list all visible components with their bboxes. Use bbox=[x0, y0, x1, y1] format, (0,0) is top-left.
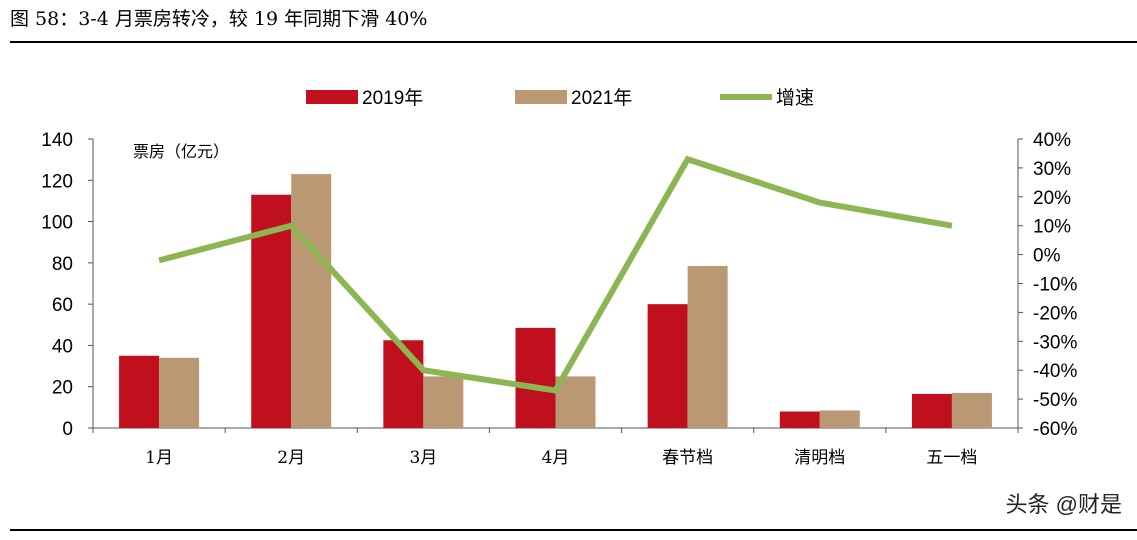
right-tick-label: -40% bbox=[1033, 361, 1077, 382]
left-tick-label: 100 bbox=[41, 213, 73, 234]
bar-2021 bbox=[820, 410, 860, 428]
left-tick-label: 60 bbox=[52, 295, 73, 316]
x-tick-label: 3月 bbox=[409, 448, 437, 468]
legend-swatch-0 bbox=[306, 90, 358, 104]
bar-2019 bbox=[780, 411, 820, 428]
x-tick-label: 4月 bbox=[542, 448, 570, 468]
legend-swatch-1 bbox=[515, 90, 567, 104]
left-tick-label: 120 bbox=[41, 171, 73, 192]
bar-2021 bbox=[688, 266, 728, 428]
bar-2019 bbox=[648, 304, 688, 428]
left-tick-label: 0 bbox=[62, 419, 73, 440]
x-tick-label: 春节档 bbox=[662, 448, 713, 468]
legend-label: 2021年 bbox=[571, 87, 632, 109]
bar-2021 bbox=[159, 358, 199, 428]
bar-2021 bbox=[952, 393, 992, 428]
x-tick-label: 五一档 bbox=[926, 448, 977, 468]
right-tick-label: 40% bbox=[1033, 130, 1071, 151]
legend-label: 2019年 bbox=[362, 87, 423, 109]
x-tick-label: 1月 bbox=[145, 448, 173, 468]
bar-2019 bbox=[912, 394, 952, 428]
bar-2021 bbox=[291, 174, 331, 428]
watermark: 头条 @财是 bbox=[1006, 492, 1122, 517]
bar-2019 bbox=[119, 356, 159, 428]
left-tick-label: 80 bbox=[52, 254, 73, 275]
x-tick-label: 清明档 bbox=[794, 448, 845, 468]
right-tick-label: -20% bbox=[1033, 303, 1077, 324]
right-tick-label: 30% bbox=[1033, 159, 1071, 180]
left-tick-label: 20 bbox=[52, 378, 73, 399]
legend-label: 增速 bbox=[776, 87, 814, 109]
right-tick-label: 0% bbox=[1033, 246, 1061, 267]
right-tick-label: -60% bbox=[1033, 419, 1077, 440]
right-tick-label: -30% bbox=[1033, 332, 1077, 353]
plot-area: 0 20 40 60 80 100 120 140 -60% -50% -40% -30% -20% -1… bbox=[41, 130, 1077, 468]
bar-2019 bbox=[383, 340, 423, 428]
left-tick-label: 140 bbox=[41, 130, 73, 151]
right-tick-label: 20% bbox=[1033, 188, 1071, 209]
x-tick-label: 2月 bbox=[277, 448, 305, 468]
legend: 2019年 2021年 增速 bbox=[306, 87, 814, 109]
bar-2021 bbox=[423, 376, 463, 428]
figure-title: 图 58：3-4 月票房转冷，较 19 年同期下滑 40% bbox=[10, 8, 427, 30]
y-axis-label: 票房（亿元） bbox=[133, 142, 229, 161]
right-tick-label: -50% bbox=[1033, 390, 1077, 411]
bar-2019 bbox=[516, 328, 556, 428]
left-tick-label: 40 bbox=[52, 336, 73, 357]
right-tick-label: 10% bbox=[1033, 217, 1071, 238]
right-tick-label: -10% bbox=[1033, 275, 1077, 296]
